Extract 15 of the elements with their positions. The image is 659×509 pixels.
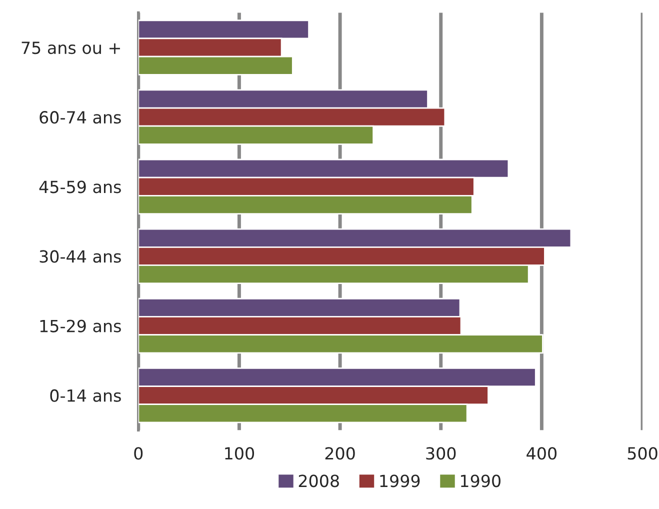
x-tick-label: 200 bbox=[325, 447, 355, 460]
y-tick-label: 60-74 ans bbox=[40, 111, 121, 124]
x-tick-label: 100 bbox=[225, 447, 254, 460]
x-tick-label: 400 bbox=[526, 447, 556, 460]
x-tick-label: 300 bbox=[426, 447, 456, 460]
x-tick-label: 0 bbox=[134, 447, 143, 460]
y-tick-label: 30-44 ans bbox=[40, 250, 121, 263]
legend-label: 2008 bbox=[298, 474, 339, 488]
y-tick-label: 15-29 ans bbox=[40, 320, 121, 332]
y-tick-label: 75 ans ou + bbox=[22, 42, 120, 54]
x-tick-label: 500 bbox=[628, 447, 658, 460]
y-tick-label: 45-59 ans bbox=[39, 180, 121, 194]
y-tick-label: 0-14 ans bbox=[50, 389, 121, 402]
legend-label: 1999 bbox=[380, 474, 420, 488]
legend-label: 1990 bbox=[460, 474, 500, 488]
